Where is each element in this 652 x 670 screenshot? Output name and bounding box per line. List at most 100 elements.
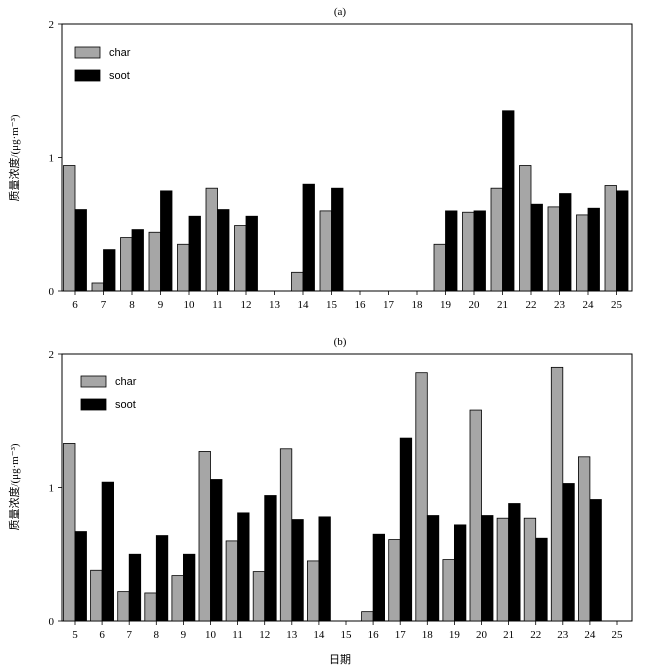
- bar-soot-9-b: [182, 553, 196, 622]
- bar-soot-23-a: [559, 193, 572, 292]
- y-tick-label-0-b: 0: [49, 616, 55, 628]
- x-axis-b: 5 6 7 8 9 10 11 12 13 14 15 16 17 18 19 20 21 22 23 24 25: [72, 621, 623, 641]
- bar-soot-8-b: [155, 535, 169, 622]
- x-tick-label-24-b: 24: [584, 629, 596, 641]
- bar-soot-8-a: [131, 229, 144, 292]
- legend-label-char-a: char: [109, 47, 131, 59]
- x-tick-label-14-b: 14: [313, 629, 325, 641]
- x-tick-label-5-b: 5: [72, 629, 78, 641]
- bar-soot-21-b: [508, 503, 521, 622]
- bar-char-8-b: [144, 592, 157, 622]
- x-tick-label-6-a: 6: [72, 299, 78, 311]
- panel-title-a: (a): [334, 6, 347, 18]
- y-tick-label-1-a: 1: [49, 153, 55, 165]
- x-tick-label-8-a: 8: [129, 299, 135, 311]
- x-tick-label-19-b: 19: [449, 629, 461, 641]
- x-tick-label-8-b: 8: [154, 629, 160, 641]
- x-tick-label-12-b: 12: [259, 629, 270, 641]
- bar-soot-19-a: [445, 210, 458, 292]
- legend-label-soot-b: soot: [115, 399, 136, 411]
- legend-swatch-char-a: [74, 46, 101, 59]
- bar-soot-6-b: [101, 481, 114, 622]
- x-tick-label-19-a: 19: [440, 299, 452, 311]
- bar-soot-19-b: [453, 524, 467, 622]
- x-axis-title: 日期: [329, 653, 351, 666]
- x-tick-label-16-a: 16: [355, 299, 367, 311]
- x-tick-label-9-a: 9: [158, 299, 164, 311]
- x-tick-label-9-b: 9: [181, 629, 187, 641]
- x-tick-label-6-b: 6: [99, 629, 105, 641]
- x-tick-label-7-a: 7: [101, 299, 107, 311]
- bar-char-15-a: [319, 210, 332, 292]
- bar-soot-22-a: [530, 203, 543, 292]
- bar-char-11-a: [205, 187, 218, 292]
- legend-b: char soot: [80, 375, 137, 411]
- x-tick-label-21-b: 21: [503, 629, 514, 641]
- bar-char-12-a: [234, 225, 247, 292]
- legend-label-soot-a: soot: [109, 70, 130, 82]
- bar-soot-17-b: [399, 437, 413, 622]
- bar-char-20-a: [462, 211, 475, 292]
- bar-soot-18-b: [426, 515, 440, 622]
- bar-soot-22-b: [535, 537, 548, 622]
- y-tick-label-1-b: 1: [49, 483, 55, 495]
- legend-label-char-b: char: [115, 376, 137, 388]
- bar-char-5-b: [63, 443, 76, 622]
- bar-char-9-b: [171, 575, 184, 622]
- bar-soot-11-b: [237, 512, 250, 622]
- x-tick-label-22-b: 22: [530, 629, 541, 641]
- x-tick-label-22-a: 22: [526, 299, 537, 311]
- x-tick-label-23-b: 23: [557, 629, 569, 641]
- bar-char-23-b: [550, 366, 564, 622]
- y-axis-a: 0 1 2: [49, 19, 62, 298]
- bar-soot-10-b: [210, 479, 223, 622]
- bar-char-7-b: [117, 591, 130, 622]
- bar-char-22-a: [519, 165, 532, 292]
- bar-soot-10-a: [188, 215, 201, 292]
- legend-a: char soot: [74, 46, 131, 82]
- x-tick-label-20-a: 20: [469, 299, 481, 311]
- bar-char-17-b: [388, 539, 401, 622]
- bar-char-20-b: [469, 409, 482, 622]
- bar-soot-7-a: [103, 249, 116, 292]
- x-tick-label-16-b: 16: [368, 629, 380, 641]
- y-axis-title-b: 质量浓度/(μg·m⁻³): [7, 443, 21, 530]
- bar-char-8-a: [120, 237, 133, 292]
- y-axis-title-a: 质量浓度/(μg·m⁻³): [7, 114, 21, 201]
- chart-panel-a: (a) 012 6 7 8 9 10 11 12 13 14 15 16 17 18 19 20 21 22 23…: [7, 6, 633, 311]
- legend-swatch-char-b: [80, 375, 107, 388]
- x-tick-label-10-a: 10: [184, 299, 196, 311]
- x-axis-a: 6 7 8 9 10 11 12 13 14 15 16 17 18 19 20 21 22 23 24 25: [72, 291, 623, 311]
- y-tick-label-0-a: 0: [49, 286, 55, 298]
- bar-char-14-b: [306, 560, 320, 622]
- x-tick-label-11-b: 11: [232, 629, 243, 641]
- bar-char-18-b: [415, 372, 428, 622]
- bar-soot-7-b: [128, 553, 142, 622]
- bar-soot-12-a: [245, 215, 258, 292]
- bar-soot-23-b: [562, 483, 575, 622]
- bar-soot-14-a: [302, 183, 315, 292]
- x-tick-label-17-b: 17: [395, 629, 407, 641]
- bar-char-23-a: [547, 206, 560, 292]
- x-tick-label-11-a: 11: [212, 299, 223, 311]
- bar-char-9-a: [148, 231, 161, 292]
- bar-soot-20-a: [473, 210, 486, 292]
- x-tick-label-13-a: 13: [269, 299, 281, 311]
- bar-char-13-b: [279, 448, 293, 622]
- x-tick-label-24-a: 24: [583, 299, 595, 311]
- bar-soot-12-b: [264, 495, 277, 622]
- legend-swatch-soot-a: [74, 69, 101, 82]
- x-tick-label-15-a: 15: [326, 299, 338, 311]
- bar-soot-13-b: [291, 519, 304, 622]
- x-tick-label-13-b: 13: [286, 629, 298, 641]
- bar-char-6-b: [90, 569, 103, 622]
- x-tick-label-23-a: 23: [554, 299, 566, 311]
- x-tick-label-25-a: 25: [611, 299, 623, 311]
- bar-char-11-b: [225, 540, 239, 622]
- bar-soot-6-a: [74, 209, 87, 292]
- bar-char-7-a: [91, 282, 104, 292]
- bar-soot-5-b: [74, 531, 87, 622]
- x-tick-label-18-a: 18: [412, 299, 424, 311]
- bar-soot-25-a: [616, 190, 629, 292]
- bar-soot-21-a: [502, 110, 515, 292]
